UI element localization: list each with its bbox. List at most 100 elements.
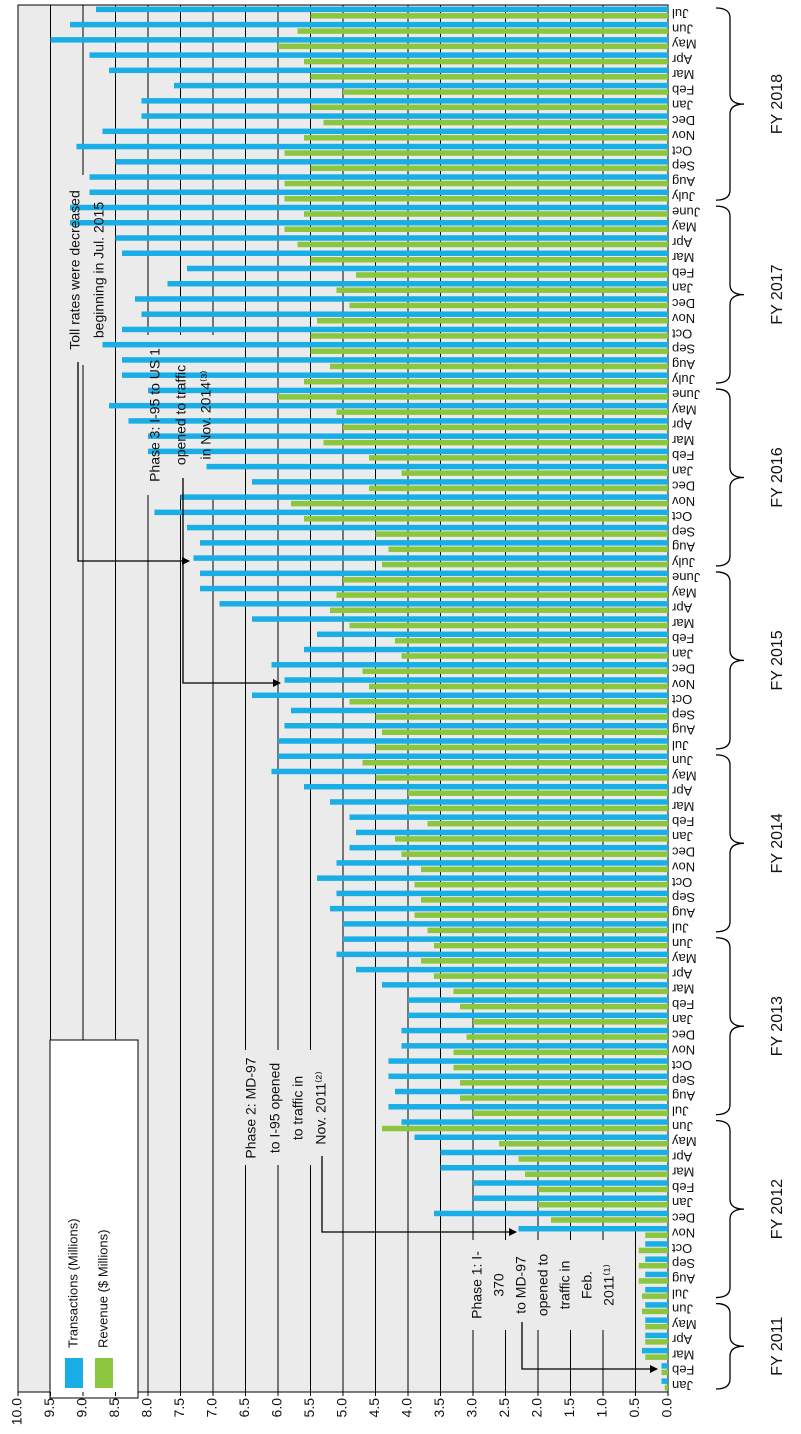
x-tick-label: Feb — [672, 1363, 694, 1378]
x-tick-label: Apr — [671, 235, 692, 250]
annotation-text: Phase 1: I- — [469, 1251, 485, 1319]
bar — [167, 280, 668, 287]
bar — [421, 897, 668, 903]
bar — [128, 418, 668, 424]
y-tick-label: 8.0 — [139, 1398, 155, 1418]
bar — [434, 973, 668, 979]
bar — [382, 982, 668, 988]
bar — [148, 387, 668, 394]
y-tick-label: 9.0 — [74, 1398, 90, 1418]
x-tick-label: Sep — [672, 1073, 695, 1088]
x-tick-label: Sep — [672, 159, 695, 174]
group-label: FY 2013 — [769, 996, 786, 1056]
x-tick-label: May — [672, 951, 697, 966]
bar — [284, 180, 668, 187]
x-tick-label: Jan — [672, 1012, 693, 1027]
bar — [330, 363, 668, 370]
x-tick-label: Dec — [672, 479, 696, 494]
annotation-background — [466, 1240, 620, 1330]
x-tick-label: Oct — [672, 875, 693, 890]
bar — [278, 753, 668, 759]
bar — [135, 296, 668, 302]
bar — [200, 570, 668, 577]
y-tick-label: 3.0 — [464, 1398, 480, 1418]
bar — [304, 646, 668, 653]
bar — [473, 1180, 668, 1186]
bar — [330, 799, 668, 805]
x-tick-label: May — [672, 1317, 697, 1332]
x-tick-label: Jul — [672, 738, 689, 753]
bar — [453, 988, 668, 995]
bar — [271, 768, 668, 775]
bar — [414, 1134, 668, 1141]
bar — [349, 699, 668, 705]
bar — [395, 638, 668, 644]
annotation-text: opened to traffic — [173, 365, 189, 465]
annotation-text: traffic in — [557, 1261, 573, 1310]
annotation-text: Toll rates were decreased — [67, 190, 83, 350]
annotation-text: in Nov. 2014⁽³⁾ — [198, 370, 214, 459]
bar — [148, 433, 668, 439]
bar — [323, 439, 668, 446]
y-tick-label: 2.0 — [529, 1398, 545, 1418]
bar — [369, 485, 668, 492]
x-tick-label: Feb — [672, 265, 694, 280]
bar — [297, 28, 668, 34]
x-tick-label: Apr — [671, 1332, 692, 1347]
bar — [362, 668, 668, 675]
bar — [551, 1217, 668, 1223]
bar — [343, 424, 668, 431]
x-tick-label: Jun — [672, 936, 693, 951]
x-tick-label: Jan — [672, 829, 693, 844]
bar — [427, 820, 668, 827]
x-tick-label: Oct — [672, 509, 693, 524]
x-tick-label: Jan — [672, 281, 693, 296]
x-tick-label: Mar — [671, 799, 694, 814]
bar — [369, 683, 668, 690]
y-tick-label: 1.5 — [561, 1398, 577, 1418]
bar — [408, 805, 668, 812]
group-brace — [715, 388, 745, 567]
bar — [642, 1308, 668, 1315]
bar — [310, 165, 668, 172]
bar — [310, 256, 668, 263]
bar — [401, 851, 668, 857]
bar — [421, 866, 668, 873]
x-tick-label: Mar — [671, 1165, 694, 1180]
x-tick-label: Aug — [672, 174, 695, 189]
bar — [375, 744, 668, 751]
bar — [122, 372, 668, 378]
bar — [317, 875, 668, 881]
x-tick-label: Apr — [671, 1149, 692, 1164]
x-tick-label: Dec — [672, 1210, 696, 1225]
y-tick-label: 6.5 — [236, 1398, 252, 1418]
y-tick-label: 5.5 — [301, 1398, 317, 1418]
x-tick-label: Jun — [672, 1302, 693, 1317]
bar — [638, 1247, 668, 1254]
bar — [440, 1149, 668, 1156]
bar — [356, 272, 668, 278]
bar — [473, 1195, 668, 1201]
x-tick-label: May — [672, 768, 697, 783]
bar — [525, 1171, 668, 1177]
x-tick-label: Aug — [672, 723, 695, 738]
bar — [664, 1384, 668, 1391]
bar — [453, 1049, 668, 1056]
bar — [200, 540, 668, 546]
bar — [70, 204, 668, 211]
bar — [115, 235, 668, 241]
y-tick-label: 1.0 — [594, 1398, 610, 1418]
bar — [141, 113, 668, 119]
x-tick-label: Feb — [672, 448, 694, 463]
bar — [382, 561, 668, 568]
x-tick-label: Apr — [671, 601, 692, 616]
bar — [154, 509, 668, 516]
bar — [645, 1354, 668, 1360]
annotation-text: Phase 2: MD-97 — [243, 1057, 259, 1158]
bar — [401, 653, 668, 659]
x-tick-label: Mar — [671, 250, 694, 265]
x-tick-label: Dec — [672, 844, 696, 859]
bar — [642, 1293, 668, 1299]
y-tick-label: 8.5 — [106, 1398, 122, 1418]
y-tick-label: 2.5 — [496, 1398, 512, 1418]
